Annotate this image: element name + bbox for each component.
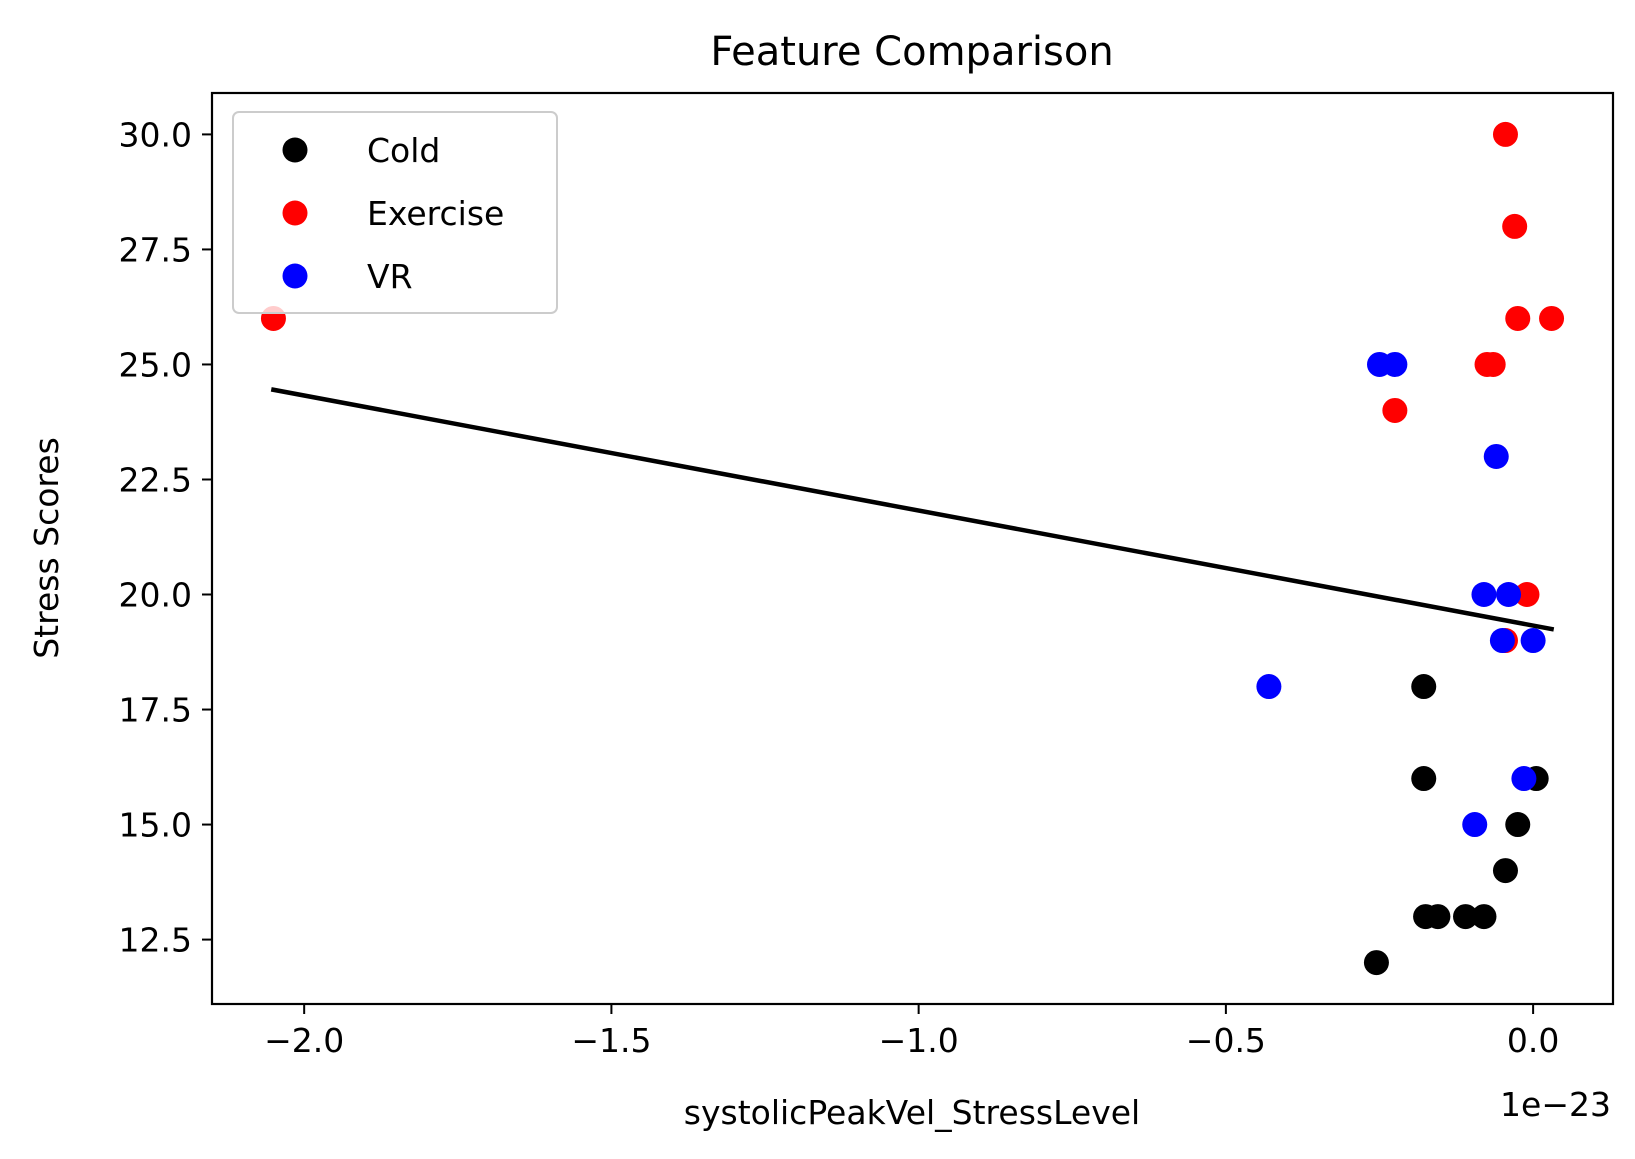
x-tick-label: −1.0 — [879, 1021, 959, 1060]
point-cold — [1411, 674, 1437, 700]
x-tick-label: −1.5 — [571, 1021, 651, 1060]
point-exercise — [1382, 397, 1408, 423]
point-vr — [1471, 582, 1497, 608]
point-vr — [1462, 812, 1488, 838]
point-vr — [1489, 628, 1515, 654]
point-exercise — [1492, 121, 1518, 147]
y-tick-label: 12.5 — [119, 921, 192, 960]
x-axis-ticks: −2.0 −1.5 −1.0 −0.5 0.0 — [264, 1004, 1559, 1060]
point-exercise — [1514, 582, 1540, 608]
y-axis-label: Stress Scores — [27, 437, 66, 659]
y-axis-ticks: 12.5 15.0 17.5 20.0 22.5 25.0 27.5 30.0 — [119, 115, 212, 960]
x-axis-label: systolicPeakVel_StressLevel — [684, 1093, 1140, 1132]
x-tick-label: 0.0 — [1507, 1021, 1559, 1060]
point-cold — [1492, 858, 1518, 884]
point-vr — [1256, 674, 1282, 700]
point-exercise — [1539, 305, 1565, 331]
y-tick-label: 22.5 — [119, 460, 192, 499]
point-vr — [1520, 628, 1546, 654]
y-tick-label: 25.0 — [119, 345, 192, 384]
point-exercise — [1502, 213, 1528, 239]
y-tick-label: 17.5 — [119, 691, 192, 730]
y-tick-label: 30.0 — [119, 115, 192, 154]
x-axis-offset-label: 1e−23 — [1500, 1085, 1611, 1124]
point-vr — [1382, 351, 1408, 377]
legend-label-vr: VR — [367, 257, 413, 296]
legend: Cold Exercise VR — [232, 111, 558, 314]
point-cold — [1363, 950, 1389, 976]
chart-title: Feature Comparison — [710, 29, 1113, 75]
legend-marker-cold — [282, 137, 308, 163]
point-exercise — [1505, 305, 1531, 331]
x-tick-label: −2.0 — [264, 1021, 344, 1060]
legend-marker-exercise — [282, 200, 308, 226]
legend-label-cold: Cold — [367, 131, 440, 170]
y-tick-label: 20.0 — [119, 576, 192, 615]
plot-frame — [210, 91, 1615, 1006]
point-vr — [1483, 443, 1509, 469]
legend-marker-vr — [282, 263, 308, 289]
y-tick-label: 15.0 — [119, 806, 192, 845]
point-cold — [1411, 766, 1437, 792]
point-exercise — [1480, 351, 1506, 377]
legend-label-exercise: Exercise — [367, 194, 504, 233]
point-cold — [1505, 812, 1531, 838]
point-vr — [1496, 582, 1522, 608]
point-vr — [1511, 766, 1537, 792]
legend-frame — [232, 111, 558, 314]
point-cold — [1453, 904, 1479, 930]
plot-marks — [260, 121, 1565, 976]
x-tick-label: −0.5 — [1186, 1021, 1266, 1060]
point-cold — [1471, 904, 1497, 930]
point-cold — [1425, 904, 1451, 930]
y-tick-label: 27.5 — [119, 230, 192, 269]
trend-line — [270, 387, 1555, 632]
